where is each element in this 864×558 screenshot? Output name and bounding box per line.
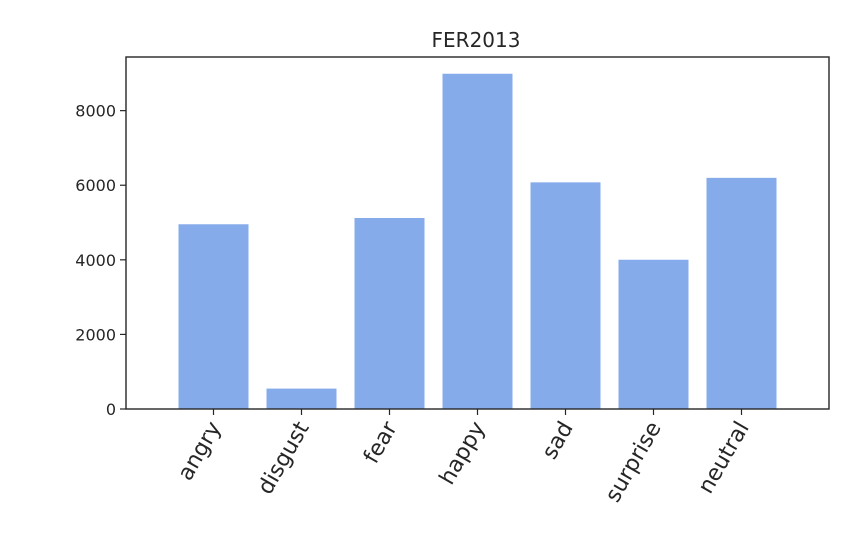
y-tick-label-2000: 2000 (75, 325, 116, 344)
bar-disgust (266, 388, 337, 409)
y-tick-label-0: 0 (106, 400, 116, 419)
bar-happy (442, 73, 513, 410)
x-axis: angry disgust fear happy sad surprise neutral (173, 409, 755, 507)
y-tick-label-6000: 6000 (75, 176, 116, 195)
y-tick-label-4000: 4000 (75, 251, 116, 270)
bar-angry (178, 224, 249, 409)
x-tick-label-disgust: disgust (253, 417, 315, 499)
bars-group (178, 73, 777, 410)
x-tick-label-angry: angry (173, 418, 226, 485)
x-tick-label-neutral: neutral (694, 418, 755, 499)
bar-neutral (706, 177, 777, 409)
y-axis: 0 2000 4000 6000 8000 (75, 102, 126, 419)
bar-sad (530, 182, 601, 409)
y-tick-label-8000: 8000 (75, 102, 116, 121)
bar-surprise (618, 259, 689, 409)
x-tick-label-happy: happy (435, 418, 491, 490)
bar-fear (354, 218, 425, 409)
x-tick-label-fear: fear (359, 417, 403, 468)
chart-title: FER2013 (432, 28, 521, 52)
x-tick-label-sad: sad (538, 418, 579, 464)
x-tick-label-surprise: surprise (601, 418, 667, 507)
